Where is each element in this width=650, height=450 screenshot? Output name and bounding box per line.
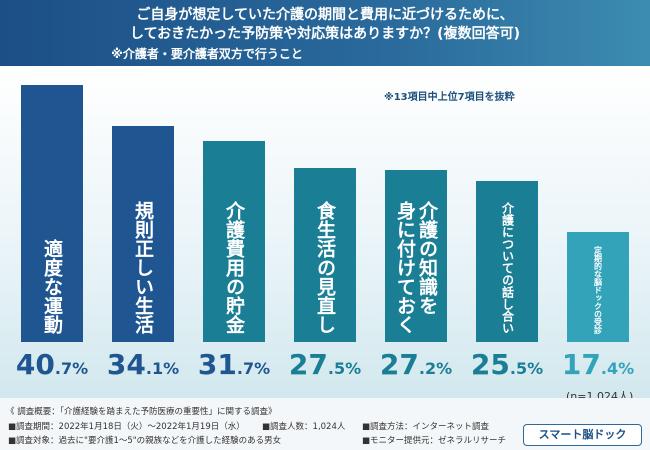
bar-label: 介護についての話し合い	[500, 202, 515, 334]
bar-label-line: 定期的な脳ドックの受診	[593, 246, 603, 334]
bar-label: 適度な運動	[41, 239, 63, 334]
brand-logo: スマート脳ドック	[523, 424, 642, 446]
bar	[203, 141, 265, 342]
survey-period: ■調査期間：2022年1月18日（火）〜2022年1月19日（水）	[8, 422, 245, 432]
bar-label-line: 介護の知識を	[416, 201, 438, 315]
bar-label-line: 介護についての話し合い	[500, 202, 515, 334]
bar-value-label: 25.5%	[470, 348, 544, 381]
bar-label-line: 規則正しい生活	[132, 201, 154, 334]
bar	[385, 170, 447, 342]
title-note: ※介護者・要介護者双方で行うこと	[111, 47, 303, 61]
bar	[567, 232, 629, 342]
survey-count: ■調査人数：1,024人	[262, 422, 346, 432]
bar-label-line: 食生活の見直し	[314, 201, 336, 334]
bar-label-line: 身に付けておく	[394, 201, 416, 334]
bar	[21, 85, 83, 342]
survey-provider: ■モニター提供元：ゼネラルリサーチ	[362, 436, 507, 446]
bar-value-label: 31.7%	[197, 348, 271, 381]
survey-overview: 《 調査概要：「介護経験を踏まえた予防医療の重要性」に関する調査》	[6, 407, 277, 417]
bar-value-label: 27.5%	[288, 348, 362, 381]
bar-label: 定期的な脳ドックの受診	[593, 246, 604, 334]
bar-label-line: 適度な運動	[41, 239, 63, 334]
chart-note: ※13項目中上位7項目を抜粋	[384, 92, 515, 103]
title-line-1: ご自身が想定していた介護の期間と費用に近づけるために、	[136, 7, 514, 23]
bar-label: 食生活の見直し	[314, 201, 336, 334]
survey-method: ■調査方法：インターネット調査	[362, 422, 490, 432]
bar-label-line: 介護費用の貯金	[223, 201, 245, 334]
bar-value-label: 34.1%	[106, 348, 180, 381]
survey-target: ■調査対象：過去に"要介護1〜5"の親族などを介護した経験のある男女	[8, 436, 282, 446]
bar-value-label: 27.2%	[379, 348, 453, 381]
bar-label: 介護費用の貯金	[223, 201, 245, 334]
title-line-2: しておきたかった予防策や対応策はありますか？(複数回答可)	[130, 26, 520, 42]
bar	[112, 126, 174, 342]
bar-label: 介護の知識を 身に付けておく	[394, 201, 438, 334]
header: ご自身が想定していた介護の期間と費用に近づけるために、 しておきたかった予防策や…	[0, 0, 650, 66]
bar	[476, 181, 538, 342]
bar-value-label: 17.4%	[561, 348, 635, 381]
bar-value-label: 40.7%	[15, 348, 89, 381]
bar	[294, 168, 356, 342]
bar-label: 規則正しい生活	[132, 201, 154, 334]
